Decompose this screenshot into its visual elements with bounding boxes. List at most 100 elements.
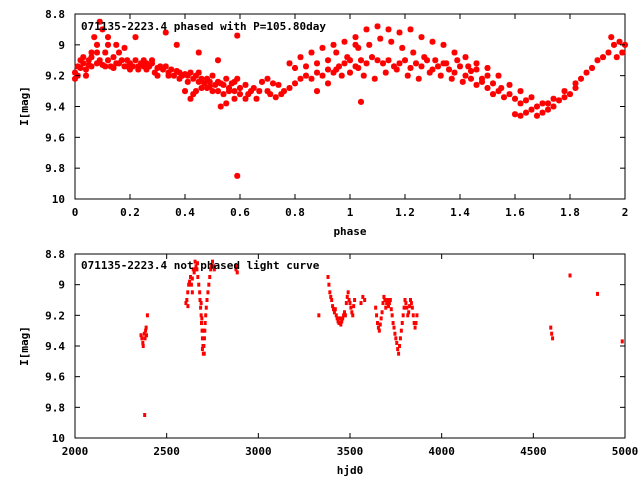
data-point	[345, 294, 349, 299]
data-point	[194, 264, 198, 269]
data-point	[198, 75, 205, 82]
data-point	[498, 85, 505, 91]
data-point	[317, 313, 321, 318]
y-tick-label: 10	[52, 193, 65, 206]
y-tick-label: 10	[52, 432, 65, 445]
x-tick-label: 0.4	[175, 206, 195, 219]
data-point	[338, 72, 345, 79]
data-point	[495, 88, 502, 95]
data-point	[264, 88, 271, 95]
data-point	[165, 69, 172, 76]
data-point	[234, 75, 241, 82]
data-point	[256, 88, 263, 95]
data-point	[154, 72, 161, 79]
data-point	[184, 78, 191, 85]
data-point	[517, 112, 524, 119]
data-point	[192, 270, 196, 275]
data-point	[473, 81, 480, 88]
data-point	[374, 23, 381, 30]
data-point	[379, 316, 383, 321]
data-points	[72, 18, 628, 179]
data-point	[429, 38, 436, 45]
data-point	[234, 264, 238, 269]
data-point	[385, 26, 392, 33]
data-point	[234, 172, 241, 179]
data-point	[589, 64, 595, 71]
x-tick-label: 1	[347, 206, 354, 219]
data-point	[308, 49, 315, 56]
x-tick-label: 0.8	[285, 206, 305, 219]
data-point	[281, 88, 287, 95]
data-point	[195, 267, 199, 272]
data-point	[506, 91, 513, 98]
data-point	[319, 72, 326, 79]
data-point	[135, 66, 142, 73]
data-point	[407, 64, 414, 71]
data-point	[237, 91, 243, 98]
data-point	[517, 100, 524, 107]
data-point	[226, 85, 232, 91]
data-point	[182, 88, 188, 95]
data-point	[335, 316, 339, 321]
data-point	[396, 347, 400, 352]
data-point	[407, 310, 411, 315]
x-tick-label: 4500	[520, 445, 547, 458]
data-point	[413, 60, 419, 67]
data-point	[209, 88, 216, 95]
data-point	[129, 63, 136, 70]
data-point	[96, 18, 103, 25]
data-point	[358, 57, 364, 64]
data-point	[330, 41, 337, 48]
data-point	[380, 310, 384, 315]
data-point	[328, 290, 332, 295]
data-point	[459, 78, 466, 85]
data-point	[390, 313, 394, 318]
data-point	[376, 321, 379, 325]
x-tick-label: 3500	[337, 445, 364, 458]
data-point	[275, 81, 282, 88]
data-point	[94, 60, 100, 67]
data-point	[200, 336, 204, 341]
data-point	[195, 69, 202, 76]
data-point	[135, 63, 142, 70]
data-point	[200, 321, 203, 325]
y-tick-label: 9.4	[45, 340, 65, 353]
data-point	[479, 75, 485, 82]
data-point	[327, 282, 331, 287]
data-point	[363, 298, 367, 302]
data-point	[351, 313, 355, 318]
data-point	[110, 54, 117, 61]
data-point	[80, 54, 87, 61]
x-tick-label: 1.6	[505, 206, 525, 219]
data-point	[490, 91, 496, 98]
data-point	[385, 301, 389, 306]
data-point	[149, 57, 155, 64]
data-point	[208, 275, 212, 279]
y-axis-label: I[mag]	[18, 86, 31, 126]
data-point	[435, 63, 441, 70]
data-point	[144, 325, 148, 330]
data-point	[388, 298, 392, 302]
data-point	[198, 290, 202, 295]
data-point	[314, 69, 320, 76]
data-point	[234, 267, 238, 272]
data-point	[297, 75, 304, 82]
data-point	[171, 72, 177, 79]
data-point	[409, 298, 412, 302]
data-point	[72, 75, 78, 82]
data-point	[333, 307, 337, 312]
data-point	[132, 57, 139, 64]
data-point	[523, 97, 529, 104]
data-point	[325, 80, 331, 87]
data-point	[410, 305, 414, 310]
data-point	[83, 66, 89, 73]
data-point	[334, 313, 338, 318]
data-point	[336, 63, 342, 70]
data-point	[344, 54, 351, 61]
data-point	[338, 316, 342, 321]
data-point	[448, 75, 455, 82]
plot-frame	[74, 253, 626, 439]
data-point	[377, 328, 381, 333]
data-point	[319, 44, 326, 51]
data-point	[143, 336, 147, 341]
